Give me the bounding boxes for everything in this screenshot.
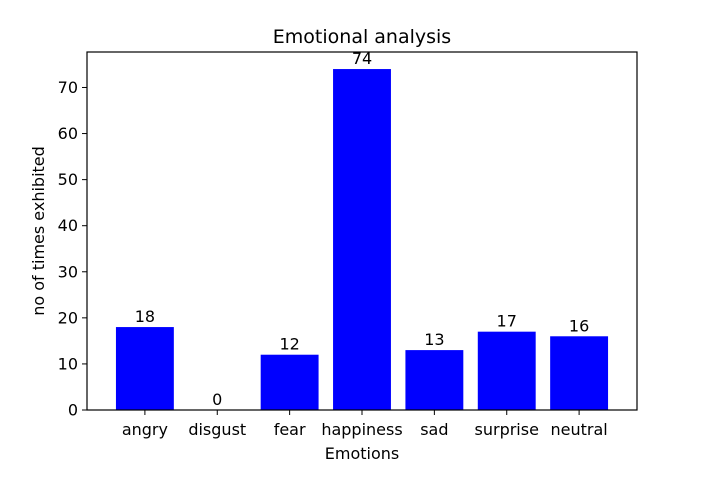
bar-neutral	[550, 336, 609, 410]
bar-angry	[115, 327, 174, 410]
data-label-sad: 13	[424, 330, 444, 349]
x-axis: angry disgust fear happiness sad surprise neut…	[122, 410, 608, 439]
data-label-neutral: 16	[569, 316, 589, 335]
x-axis-label: Emotions	[325, 444, 399, 463]
data-label-surprise: 17	[497, 312, 517, 331]
x-tick-label-neutral: neutral	[550, 420, 607, 439]
bar-fear	[260, 354, 319, 410]
y-axis: 0 10 20 30 40 50 60 70	[58, 78, 87, 420]
y-tick-label-30: 30	[58, 262, 78, 281]
x-tick-label-angry: angry	[122, 420, 168, 439]
y-axis-label: no of times exhibited	[29, 146, 48, 316]
plot-area: 18 0 12 74 13 17 16	[115, 49, 609, 411]
bar-sad	[405, 350, 464, 410]
y-tick-label-60: 60	[58, 124, 78, 143]
y-tick-label-50: 50	[58, 170, 78, 189]
bar-surprise	[477, 331, 536, 410]
x-tick-label-fear: fear	[274, 420, 306, 439]
data-label-angry: 18	[135, 307, 155, 326]
x-tick-label-sad: sad	[420, 420, 448, 439]
y-tick-label-40: 40	[58, 216, 78, 235]
bar-happiness	[333, 69, 391, 411]
y-tick-label-10: 10	[58, 354, 78, 373]
y-tick-label-20: 20	[58, 308, 78, 327]
chart-title: Emotional analysis	[273, 26, 451, 48]
x-tick-label-happiness: happiness	[321, 420, 402, 439]
x-tick-label-surprise: surprise	[475, 420, 539, 439]
data-label-fear: 12	[279, 335, 299, 354]
axes-frame	[86, 51, 638, 411]
data-label-disgust: 0	[212, 390, 222, 409]
y-tick-label-0: 0	[68, 401, 78, 420]
x-tick-label-disgust: disgust	[188, 420, 246, 439]
y-tick-label-70: 70	[58, 78, 78, 97]
data-label-happiness: 74	[352, 49, 372, 68]
